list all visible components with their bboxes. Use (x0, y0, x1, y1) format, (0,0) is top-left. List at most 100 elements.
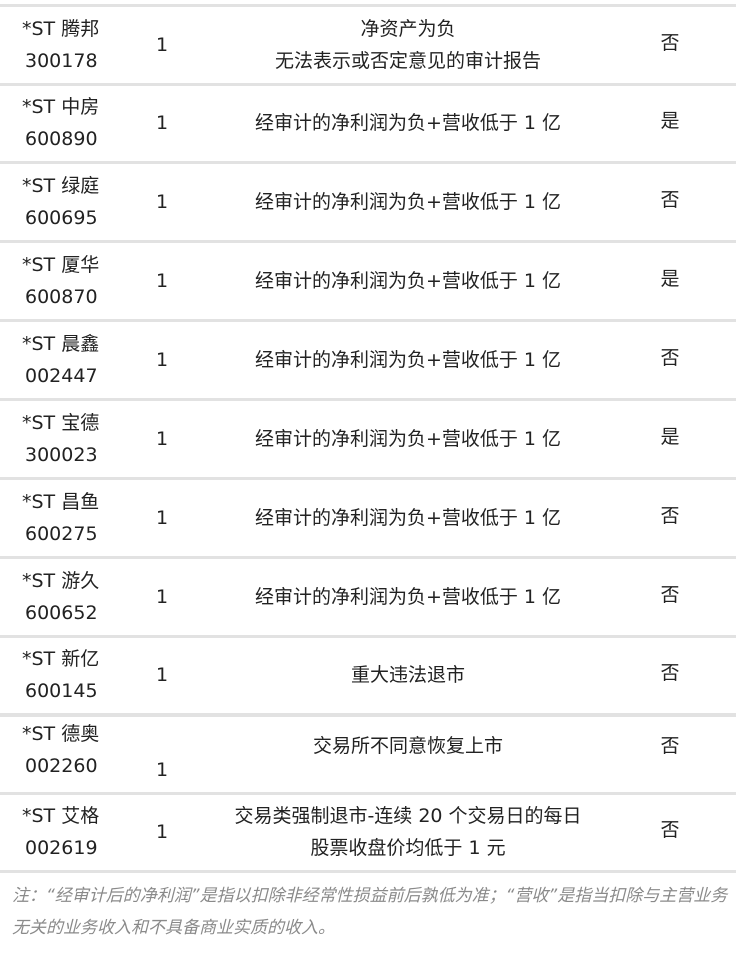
stock-code: 002619 (25, 837, 98, 859)
table-row: *ST 游久 600652 1 经审计的净利润为负+营收低于 1 亿 否 (0, 557, 736, 636)
stock-name-cell: *ST 腾邦 300178 (22, 13, 132, 77)
reason-line: 交易类强制退市-连续 20 个交易日的每日 (234, 805, 582, 827)
reason-line: 经审计的净利润为负+营收低于 1 亿 (254, 269, 562, 292)
reason-cell: 经审计的净利润为负+营收低于 1 亿 (200, 423, 616, 455)
reason-cell: 经审计的净利润为负+营收低于 1 亿 (200, 581, 616, 613)
count-cell: 1 (155, 348, 169, 371)
stock-name-cell: *ST 昌鱼 600275 (22, 486, 132, 550)
stock-code: 002447 (25, 364, 98, 387)
row-divider (0, 635, 736, 638)
count-cell: 1 (155, 585, 169, 608)
row-divider (0, 477, 736, 480)
stock-name-cell: *ST 厦华 600870 (22, 249, 132, 313)
stock-code: 300178 (25, 49, 98, 72)
table-row: *ST 晨鑫 002447 1 经审计的净利润为负+营收低于 1 亿 否 (0, 320, 736, 399)
count-cell: 1 (155, 758, 169, 781)
stock-code: 600695 (25, 206, 98, 229)
stock-name-cell: *ST 艾格 002619 (22, 800, 132, 864)
reason-line: 股票收盘价均低于 1 元 (310, 837, 506, 859)
table-row: *ST 绿庭 600695 1 经审计的净利润为负+营收低于 1 亿 否 (0, 162, 736, 241)
stock-name: *ST 腾邦 (22, 17, 100, 40)
row-divider (0, 713, 736, 717)
row-divider (0, 4, 736, 7)
stock-name-cell: *ST 德奥 002260 (22, 718, 132, 782)
table-row: *ST 昌鱼 600275 1 经审计的净利润为负+营收低于 1 亿 否 (0, 478, 736, 557)
reason-line: 净资产为负 (360, 17, 456, 40)
table-footnote: 注：“经审计后的净利润”是指以扣除非经常性损益前后孰低为准；“营收”是指当扣除与… (12, 886, 728, 938)
reason-line: 经审计的净利润为负+营收低于 1 亿 (254, 112, 562, 134)
table-row: *ST 德奥 002260 1 交易所不同意恢复上市 否 (0, 714, 736, 793)
flag-cell: 否 (660, 346, 680, 369)
flag-cell: 否 (660, 188, 680, 211)
stock-name: *ST 德奥 (22, 722, 100, 745)
row-divider (0, 319, 736, 322)
stock-code: 300023 (25, 443, 98, 466)
stock-code: 600870 (25, 285, 98, 308)
reason-cell: 交易类强制退市-连续 20 个交易日的每日 股票收盘价均低于 1 元 (200, 800, 616, 864)
reason-line: 重大违法退市 (350, 664, 465, 686)
flag-cell: 是 (660, 110, 680, 132)
flag-cell: 是 (660, 267, 680, 290)
stock-name-cell: *ST 新亿 600145 (22, 643, 132, 707)
flag-cell: 否 (660, 583, 680, 606)
stock-name: *ST 中房 (22, 96, 100, 118)
row-divider (0, 398, 736, 401)
count-cell: 1 (155, 269, 169, 292)
row-divider (0, 556, 736, 559)
flag-cell: 否 (660, 734, 680, 757)
stock-code: 002260 (25, 754, 98, 777)
reason-line: 经审计的净利润为负+营收低于 1 亿 (254, 427, 562, 450)
stock-name-cell: *ST 中房 600890 (22, 91, 132, 155)
count-cell: 1 (155, 190, 169, 213)
table-row: *ST 腾邦 300178 1 净资产为负无法表示或否定意见的审计报告 否 (0, 5, 736, 84)
count-cell: 1 (155, 112, 169, 134)
reason-line: 经审计的净利润为负+营收低于 1 亿 (254, 585, 562, 608)
stock-code: 600145 (25, 680, 98, 702)
reason-line: 经审计的净利润为负+营收低于 1 亿 (254, 348, 562, 371)
flag-cell: 否 (660, 31, 680, 54)
reason-line: 经审计的净利润为负+营收低于 1 亿 (254, 190, 562, 213)
reason-cell: 经审计的净利润为负+营收低于 1 亿 (200, 265, 616, 297)
stock-name: *ST 绿庭 (22, 174, 100, 197)
row-divider (0, 161, 736, 164)
table-row: *ST 宝德 300023 1 经审计的净利润为负+营收低于 1 亿 是 (0, 399, 736, 478)
stock-name: *ST 厦华 (22, 253, 100, 276)
stock-name: *ST 艾格 (22, 805, 100, 827)
reason-line: 无法表示或否定意见的审计报告 (274, 49, 541, 72)
flag-cell: 是 (660, 425, 680, 448)
count-cell: 1 (155, 33, 169, 56)
row-divider (0, 240, 736, 243)
reason-cell: 经审计的净利润为负+营收低于 1 亿 (200, 344, 616, 376)
row-divider (0, 792, 736, 795)
reason-cell: 交易所不同意恢复上市 (200, 730, 616, 762)
row-divider (0, 83, 736, 86)
stock-name-cell: *ST 绿庭 600695 (22, 170, 132, 234)
stock-name: *ST 昌鱼 (22, 490, 100, 513)
flag-cell: 否 (660, 819, 680, 841)
stock-name: *ST 宝德 (22, 411, 100, 434)
table-row: *ST 厦华 600870 1 经审计的净利润为负+营收低于 1 亿 是 (0, 241, 736, 320)
table-row: *ST 艾格 002619 1 交易类强制退市-连续 20 个交易日的每日 股票收盘价均… (0, 793, 736, 871)
reason-cell: 净资产为负无法表示或否定意见的审计报告 (200, 13, 616, 77)
count-cell: 1 (155, 821, 169, 843)
reason-cell: 经审计的净利润为负+营收低于 1 亿 (200, 502, 616, 534)
stock-name: *ST 晨鑫 (22, 332, 100, 355)
stock-name-cell: *ST 晨鑫 002447 (22, 328, 132, 392)
stock-name-cell: *ST 宝德 300023 (22, 407, 132, 471)
reason-cell: 重大违法退市 (200, 659, 616, 691)
stock-name: *ST 新亿 (22, 648, 100, 670)
reason-cell: 经审计的净利润为负+营收低于 1 亿 (200, 107, 616, 139)
count-cell: 1 (155, 664, 169, 686)
stock-code: 600652 (25, 601, 98, 624)
count-cell: 1 (155, 506, 169, 529)
stock-code: 600890 (25, 128, 98, 150)
stock-name-cell: *ST 游久 600652 (22, 565, 132, 629)
count-cell: 1 (155, 427, 169, 450)
reason-cell: 经审计的净利润为负+营收低于 1 亿 (200, 186, 616, 218)
stock-code: 600275 (25, 522, 98, 545)
row-divider (0, 870, 736, 873)
reason-line: 经审计的净利润为负+营收低于 1 亿 (254, 506, 562, 529)
table-row: *ST 中房 600890 1 经审计的净利润为负+营收低于 1 亿 是 (0, 84, 736, 162)
stock-name: *ST 游久 (22, 569, 100, 592)
table-row: *ST 新亿 600145 1 重大违法退市 否 (0, 636, 736, 714)
